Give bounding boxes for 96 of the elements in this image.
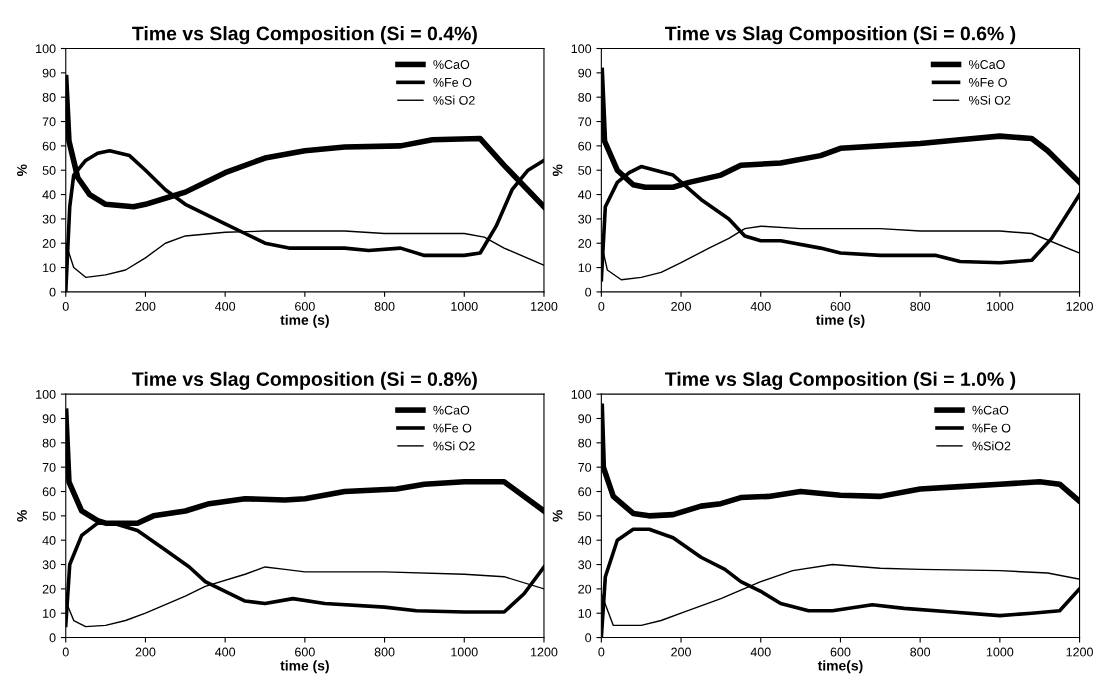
chart-title: Time vs Slag Composition (Si = 0.4%) [132,26,477,45]
x-tick-label: 200 [135,301,156,311]
x-tick-label: 800 [910,301,931,311]
y-axis-title: % [17,510,27,522]
y-tick-label: 10 [578,609,592,618]
chart-title: Time vs Slag Composition (Si = 0.6% ) [665,26,1016,45]
y-tick-label: 60 [578,487,592,497]
legend-label: %CaO [972,405,1009,415]
x-tick-label: 400 [750,647,771,657]
y-axis-title: % [17,164,27,177]
y-tick-label: 70 [42,462,56,472]
y-tick-label: 10 [43,609,56,618]
y-tick-label: 50 [42,166,56,175]
x-tick-label: 0 [598,301,605,311]
legend-label: %Fe O [972,423,1011,433]
legend-label: %Si O2 [433,441,475,451]
y-tick-label: 50 [578,166,592,175]
y-tick-label: 40 [578,536,592,545]
y-tick-label: 0 [585,633,592,643]
x-tick-label: 200 [135,647,156,657]
y-axis-title: % [552,510,563,522]
y-tick-label: 40 [42,536,56,545]
y-tick-label: 90 [42,414,56,424]
y-tick-label: 80 [578,92,592,102]
chart-title: Time vs Slag Composition (Si = 0.8%) [132,371,477,390]
y-tick-label: 40 [42,190,56,200]
legend-label: %Fe O [433,77,472,87]
x-tick-label: 800 [910,647,931,657]
x-tick-label: 1200 [1066,301,1093,311]
x-axis-title: time (s) [280,314,329,328]
x-axis-title: time(s) [817,660,863,674]
y-tick-label: 50 [42,511,56,521]
y-tick-label: 60 [578,141,592,151]
legend-label: %SiO2 [972,441,1011,451]
y-tick-label: 40 [578,190,592,200]
legend-label: %CaO [968,60,1005,69]
x-tick-label: 400 [215,647,236,657]
legend-label: %Si O2 [433,95,475,105]
x-tick-label: 1000 [451,647,478,657]
y-tick-label: 70 [578,462,592,472]
y-tick-label: 90 [578,68,592,78]
x-tick-label: 0 [62,647,69,657]
y-tick-label: 0 [49,287,56,297]
y-tick-label: 80 [578,438,592,448]
y-tick-label: 10 [578,263,592,273]
legend-label: %Si O2 [968,95,1011,105]
y-tick-label: 10 [43,263,56,273]
x-tick-label: 1200 [531,647,558,657]
y-tick-label: 80 [42,438,56,448]
y-tick-label: 30 [42,560,56,570]
legend-label: %CaO [433,60,470,69]
x-tick-label: 1200 [1066,647,1093,657]
y-tick-label: 100 [36,44,56,54]
y-tick-label: 0 [585,287,592,297]
chart-title: Time vs Slag Composition (Si = 1.0% ) [665,371,1016,390]
x-tick-label: 600 [295,301,315,311]
y-tick-label: 20 [42,239,56,248]
x-axis-title: time (s) [815,314,865,328]
x-tick-label: 1000 [986,647,1014,657]
legend-label: %Fe O [968,77,1007,87]
y-tick-label: 70 [578,117,592,127]
legend-label: %CaO [433,405,470,415]
y-tick-label: 100 [571,44,592,54]
x-tick-label: 1000 [986,301,1014,311]
y-tick-label: 30 [42,214,56,224]
x-tick-label: 0 [598,647,605,657]
y-tick-label: 90 [42,68,56,78]
x-tick-label: 400 [750,301,771,311]
y-tick-label: 70 [42,117,56,127]
y-tick-label: 60 [42,141,56,151]
y-tick-label: 20 [42,584,56,594]
x-axis-title: time (s) [280,660,329,674]
y-tick-label: 100 [36,389,56,399]
x-tick-label: 400 [215,301,236,311]
y-tick-label: 100 [571,389,592,399]
x-tick-label: 1200 [531,301,558,311]
y-tick-label: 30 [578,560,592,570]
y-axis-title: % [552,164,563,177]
x-tick-label: 0 [62,301,69,311]
x-tick-label: 200 [671,647,691,657]
y-tick-label: 30 [578,214,592,224]
y-tick-label: 50 [578,511,592,521]
legend-label: %Fe O [433,423,472,433]
x-tick-label: 800 [374,301,395,311]
y-tick-label: 80 [42,92,56,102]
y-tick-label: 20 [578,239,592,248]
y-tick-label: 20 [578,584,592,594]
x-tick-label: 800 [374,647,395,657]
y-tick-label: 90 [578,414,592,424]
x-tick-label: 600 [830,647,851,657]
y-tick-label: 0 [49,633,56,643]
y-tick-label: 60 [42,487,56,497]
x-tick-label: 1000 [451,301,478,311]
x-tick-label: 600 [830,301,851,311]
x-tick-label: 600 [295,647,315,657]
x-tick-label: 200 [671,301,691,311]
